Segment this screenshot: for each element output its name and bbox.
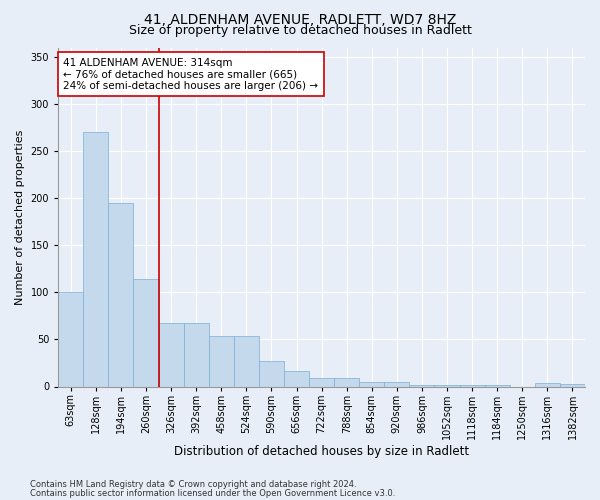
Text: 41 ALDENHAM AVENUE: 314sqm
← 76% of detached houses are smaller (665)
24% of sem: 41 ALDENHAM AVENUE: 314sqm ← 76% of deta… xyxy=(64,58,319,91)
Y-axis label: Number of detached properties: Number of detached properties xyxy=(15,130,25,304)
Bar xyxy=(535,382,560,386)
Bar xyxy=(133,279,158,386)
Bar xyxy=(209,336,234,386)
Bar xyxy=(284,372,309,386)
Bar xyxy=(109,203,133,386)
Bar xyxy=(309,378,334,386)
Text: Contains HM Land Registry data © Crown copyright and database right 2024.: Contains HM Land Registry data © Crown c… xyxy=(30,480,356,489)
Bar xyxy=(158,324,184,386)
Bar xyxy=(485,384,510,386)
Bar xyxy=(184,324,209,386)
Bar xyxy=(83,132,109,386)
Bar xyxy=(58,292,83,386)
Bar xyxy=(359,382,385,386)
Bar xyxy=(560,384,585,386)
Bar xyxy=(409,384,434,386)
Text: Size of property relative to detached houses in Radlett: Size of property relative to detached ho… xyxy=(128,24,472,37)
Bar xyxy=(460,384,485,386)
Bar xyxy=(434,384,460,386)
X-axis label: Distribution of detached houses by size in Radlett: Distribution of detached houses by size … xyxy=(174,444,469,458)
Bar xyxy=(334,378,359,386)
Bar xyxy=(385,382,409,386)
Bar xyxy=(234,336,259,386)
Text: Contains public sector information licensed under the Open Government Licence v3: Contains public sector information licen… xyxy=(30,488,395,498)
Bar xyxy=(259,361,284,386)
Text: 41, ALDENHAM AVENUE, RADLETT, WD7 8HZ: 41, ALDENHAM AVENUE, RADLETT, WD7 8HZ xyxy=(144,12,456,26)
